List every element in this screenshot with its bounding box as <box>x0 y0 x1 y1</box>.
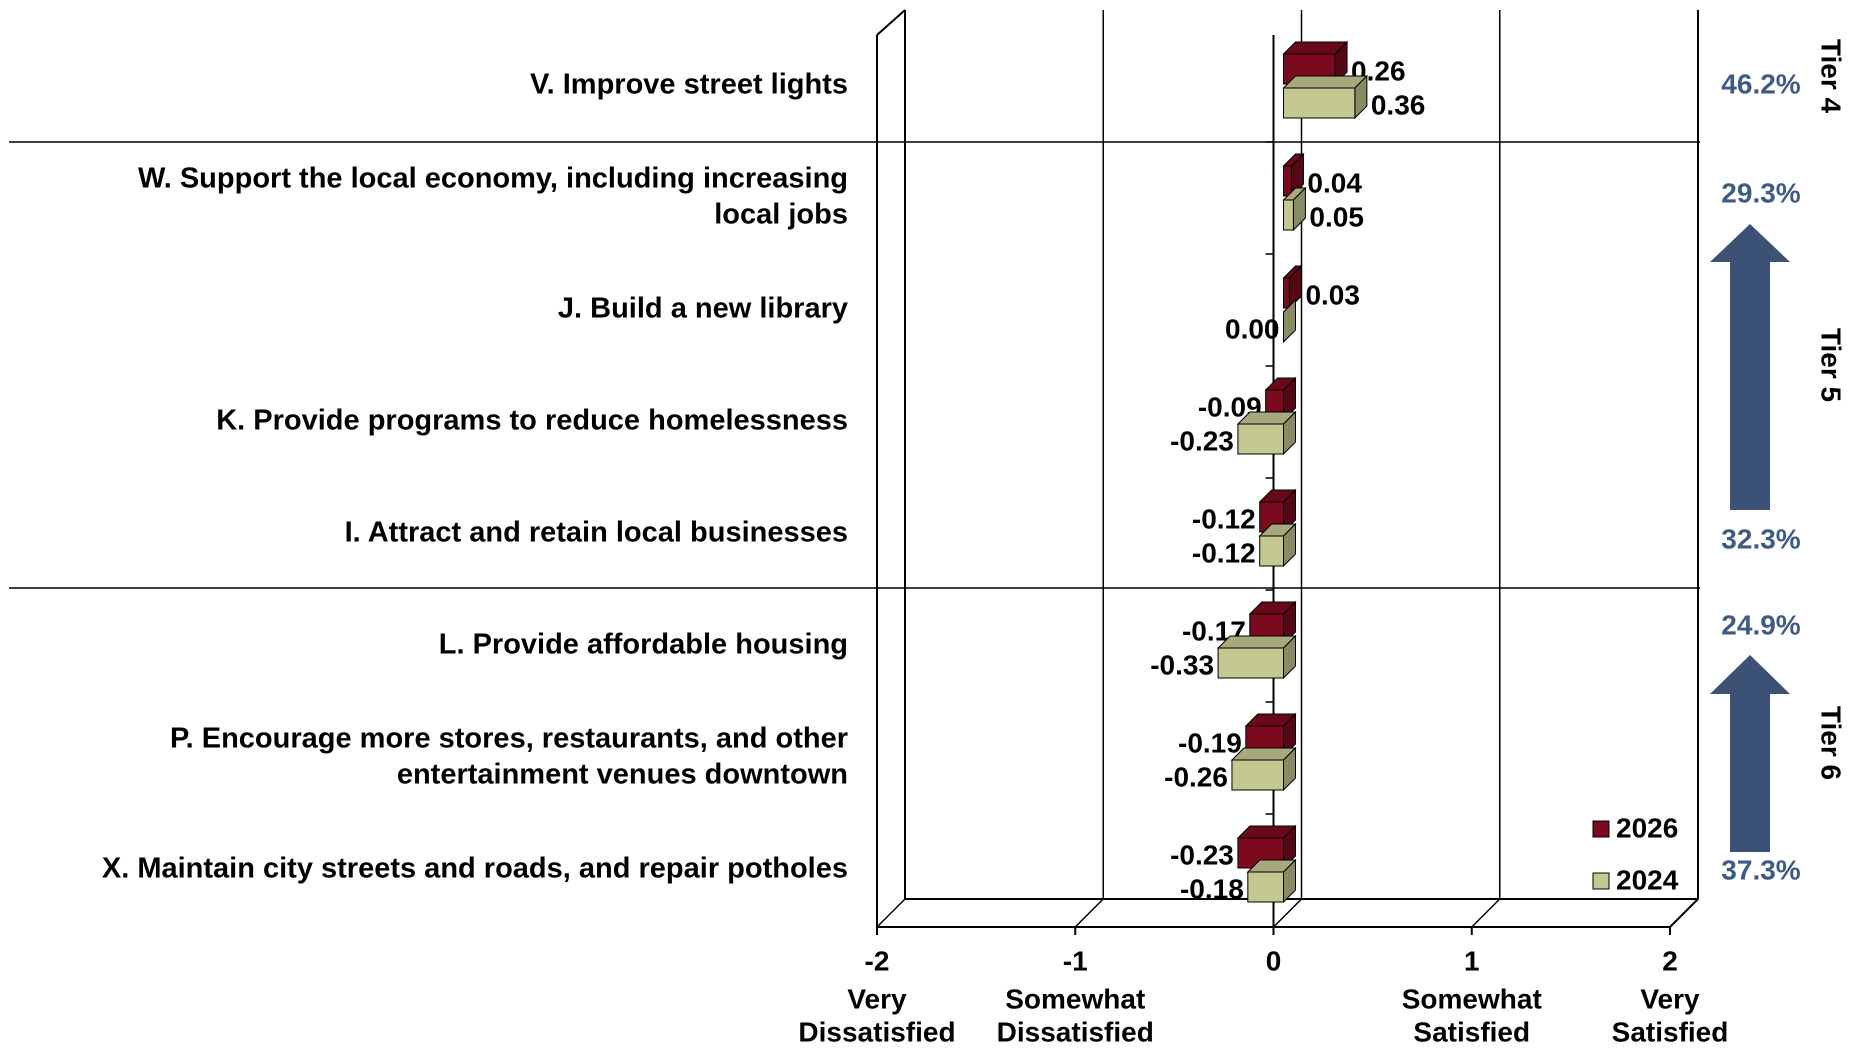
tier-name: Tier 5 <box>1816 328 1847 402</box>
bar-front <box>1231 759 1284 791</box>
category-label: J. Build a new library <box>558 293 848 325</box>
bar-top <box>1282 75 1369 89</box>
value-label: -0.23 <box>1170 425 1234 456</box>
tier-arrow <box>1710 655 1790 852</box>
bar-front <box>1283 277 1290 309</box>
bar-side <box>1283 298 1296 344</box>
bar-front <box>1283 165 1292 197</box>
tier-percent: 46.2% <box>1721 68 1800 99</box>
legend-swatch <box>1592 872 1610 890</box>
bar-front <box>1283 199 1294 231</box>
category-label: L. Provide affordable housing <box>439 629 848 661</box>
bar <box>1258 488 1297 534</box>
x-tick-label: 0 <box>1266 945 1282 976</box>
bar-front <box>1217 647 1285 679</box>
floor-tick <box>1669 898 1699 928</box>
tier-percent: 32.3% <box>1721 523 1800 554</box>
floor-tick <box>1272 898 1303 928</box>
category-label: I. Attract and retain local businesses <box>345 517 848 549</box>
value-label: 0.04 <box>1307 167 1362 198</box>
tier-percent: 29.3% <box>1721 177 1800 208</box>
value-label: -0.18 <box>1180 873 1244 904</box>
value-label: 0.00 <box>1225 313 1280 344</box>
value-label: 0.36 <box>1371 89 1426 120</box>
value-label: 0.05 <box>1309 201 1364 232</box>
category-label: local jobs <box>714 199 848 231</box>
value-label: -0.33 <box>1150 649 1214 680</box>
bar <box>1283 298 1296 344</box>
category-label: entertainment venues downtown <box>397 759 848 791</box>
category-label: V. Improve street lights <box>530 69 848 101</box>
category-label: K. Provide programs to reduce homelessne… <box>216 405 848 437</box>
x-tick-label: 2 <box>1662 945 1678 976</box>
value-label: -0.12 <box>1192 537 1256 568</box>
value-label: -0.23 <box>1170 839 1234 870</box>
legend-swatch <box>1592 820 1610 838</box>
category-label: W. Support the local economy, including … <box>138 163 848 195</box>
bar <box>1282 74 1369 120</box>
bar <box>1282 264 1303 310</box>
tier-percent: 24.9% <box>1721 609 1800 640</box>
value-label: -0.12 <box>1192 503 1256 534</box>
floor-tick <box>1074 898 1104 928</box>
axis-wall <box>876 9 906 36</box>
tier-percent: 37.3% <box>1721 854 1800 885</box>
x-tick-description: Satisfied <box>1612 1016 1729 1047</box>
category-label: X. Maintain city streets and roads, and … <box>102 853 848 885</box>
bar <box>1236 410 1297 456</box>
bar-top <box>1216 635 1297 649</box>
x-tick-description: Very <box>847 983 907 1014</box>
bar <box>1282 186 1307 232</box>
x-tick-description: Somewhat <box>1005 983 1145 1014</box>
bar-front <box>1237 423 1284 455</box>
tier-arrow <box>1710 224 1790 510</box>
legend-label: 2024 <box>1616 864 1679 895</box>
value-label: 0.03 <box>1305 279 1360 310</box>
x-tick-description: Dissatisfied <box>798 1016 955 1047</box>
tier-name: Tier 4 <box>1816 39 1847 114</box>
bar-front <box>1259 535 1284 567</box>
x-tick-description: Very <box>1640 983 1700 1014</box>
x-tick-label: -1 <box>1063 945 1088 976</box>
legend-label: 2026 <box>1616 812 1678 843</box>
value-label: -0.26 <box>1164 761 1228 792</box>
bar <box>1246 858 1297 904</box>
bar-front <box>1283 87 1356 119</box>
tier-name: Tier 6 <box>1816 706 1847 780</box>
floor-tick <box>876 898 906 928</box>
x-tick-description: Satisfied <box>1413 1016 1530 1047</box>
bar <box>1258 522 1297 568</box>
bar <box>1216 634 1297 680</box>
value-label: -0.19 <box>1178 727 1242 758</box>
floor-tick <box>1471 898 1501 928</box>
x-tick-description: Dissatisfied <box>997 1016 1154 1047</box>
x-tick-label: -2 <box>865 945 890 976</box>
bar-front <box>1247 871 1284 903</box>
x-tick-description: Somewhat <box>1402 983 1542 1014</box>
x-tick-label: 1 <box>1464 945 1480 976</box>
category-label: P. Encourage more stores, restaurants, a… <box>170 723 848 755</box>
bar <box>1230 746 1297 792</box>
bar <box>1282 152 1305 198</box>
